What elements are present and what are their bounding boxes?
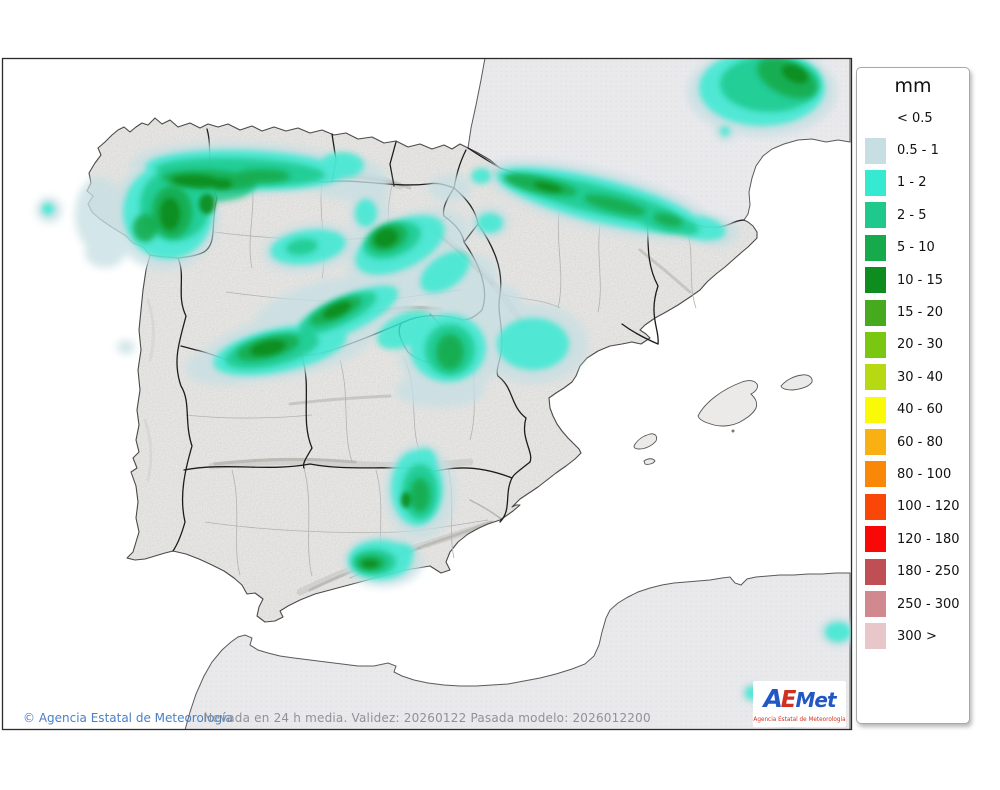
legend-label: 20 - 30 bbox=[897, 337, 944, 353]
legend-label: 80 - 100 bbox=[897, 466, 952, 482]
legend-color-swatch bbox=[865, 461, 886, 488]
legend-color-swatch bbox=[865, 202, 886, 229]
legend-color-swatch bbox=[865, 429, 886, 456]
aemet-logo: AEMet Agencia Estatal de Meteorología bbox=[753, 681, 846, 727]
legend-entry: 5 - 10 bbox=[857, 232, 969, 264]
legend-color-swatch bbox=[865, 396, 886, 423]
legend-entry: 10 - 15 bbox=[857, 264, 969, 296]
legend-label: 0.5 - 1 bbox=[897, 143, 939, 159]
legend-title: mm bbox=[894, 75, 932, 97]
legend-entry: 180 - 250 bbox=[857, 555, 969, 587]
aemet-logo-subtitle: Agencia Estatal de Meteorología bbox=[753, 715, 846, 723]
legend-entry: 0.5 - 1 bbox=[857, 134, 969, 166]
legend-label: < 0.5 bbox=[897, 110, 933, 126]
aemet-wordmark: AEMet bbox=[763, 683, 836, 713]
legend-color-swatch bbox=[865, 364, 886, 391]
legend-entry: 40 - 60 bbox=[857, 394, 969, 426]
map-frame bbox=[1, 57, 853, 731]
legend-label: 5 - 10 bbox=[897, 240, 935, 256]
legend-label: 15 - 20 bbox=[897, 305, 944, 321]
legend-entry-threshold: < 0.5 bbox=[857, 102, 969, 134]
legend-color-swatch bbox=[865, 558, 886, 585]
legend-entry: 30 - 40 bbox=[857, 361, 969, 393]
legend-label: 30 - 40 bbox=[897, 369, 944, 385]
legend-label: 250 - 300 bbox=[897, 596, 960, 612]
legend-label: 40 - 60 bbox=[897, 402, 944, 418]
copyright-label: © Agencia Estatal de Meteorología bbox=[23, 711, 233, 725]
legend-label: 300 > bbox=[897, 628, 937, 644]
legend-label: 60 - 80 bbox=[897, 434, 944, 450]
legend-entry: 2 - 5 bbox=[857, 199, 969, 231]
legend-label: 1 - 2 bbox=[897, 175, 927, 191]
legend-color-swatch bbox=[865, 137, 886, 164]
legend-entry: 80 - 100 bbox=[857, 458, 969, 490]
legend-entry: 1 - 2 bbox=[857, 167, 969, 199]
legend-color-swatch bbox=[865, 234, 886, 261]
legend-entry: 20 - 30 bbox=[857, 329, 969, 361]
precipitation-legend: mm < 0.5 0.5 - 1 1 - 2 2 - 5 5 - 10 10 -… bbox=[856, 67, 970, 724]
legend-entry: 15 - 20 bbox=[857, 296, 969, 328]
legend-color-swatch bbox=[865, 493, 886, 520]
legend-color-swatch bbox=[865, 267, 886, 294]
legend-label: 2 - 5 bbox=[897, 207, 927, 223]
legend-color-swatch bbox=[865, 623, 886, 650]
legend-label: 120 - 180 bbox=[897, 531, 960, 547]
legend-entry: 100 - 120 bbox=[857, 491, 969, 523]
legend-color-swatch bbox=[865, 169, 886, 196]
legend-entry: 250 - 300 bbox=[857, 588, 969, 620]
legend-label: 10 - 15 bbox=[897, 272, 944, 288]
legend-color-swatch bbox=[865, 299, 886, 326]
legend-label: 180 - 250 bbox=[897, 564, 960, 580]
africa-landmass bbox=[184, 572, 851, 729]
legend-color-swatch bbox=[865, 526, 886, 553]
legend-entry: 60 - 80 bbox=[857, 426, 969, 458]
legend-entry: 300 > bbox=[857, 620, 969, 652]
legend-color-swatch bbox=[865, 591, 886, 618]
legend-color-swatch bbox=[865, 331, 886, 358]
legend-entry: 120 - 180 bbox=[857, 523, 969, 555]
legend-label: 100 - 120 bbox=[897, 499, 960, 515]
balearic-islands bbox=[633, 374, 813, 465]
map-caption: Nevada en 24 h media. Validez: 20260122 … bbox=[203, 711, 651, 725]
